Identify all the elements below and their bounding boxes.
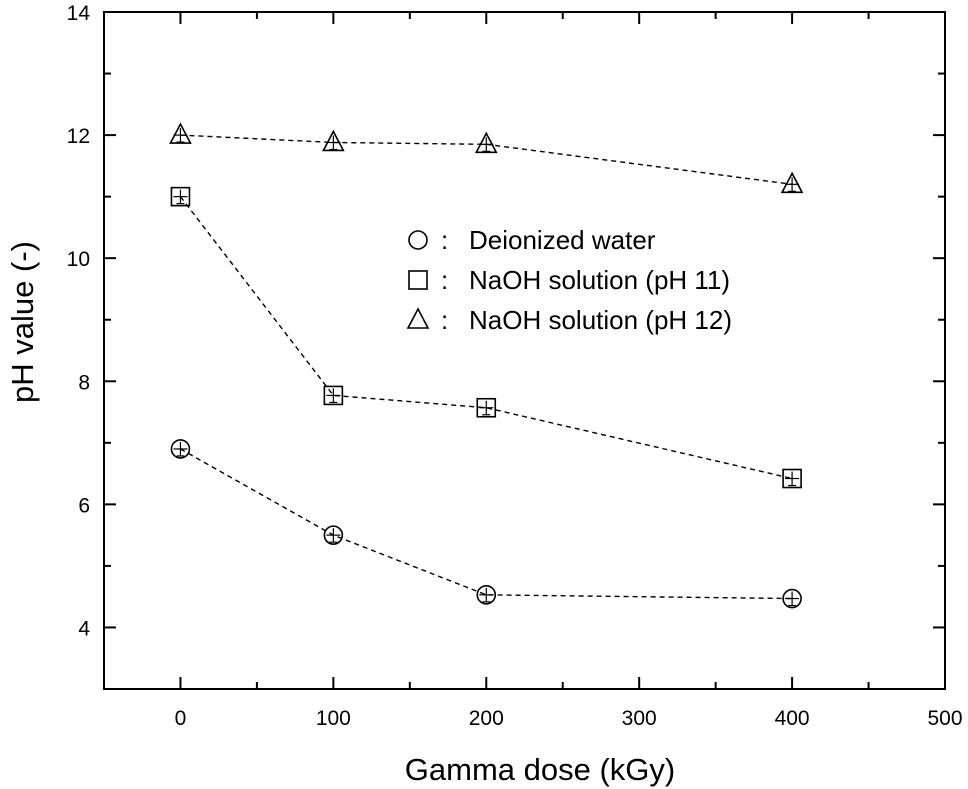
legend-colon: : [441,305,448,335]
y-tick-label: 12 [67,125,90,148]
axis-tick-labels: 0 100 200 300 400 500 4 6 8 10 12 14 [67,2,963,730]
x-tick-label: 100 [316,707,351,730]
series-lines [179,134,793,600]
x-tick-label: 0 [175,707,187,730]
legend-marker-triangle [406,307,430,329]
y-tick-label: 8 [78,371,90,394]
y-tick-label: 14 [67,2,91,25]
data-point-circle [782,588,802,609]
axis-ticks [103,11,946,690]
y-tick-label: 10 [67,248,90,271]
legend-colon: : [441,265,448,295]
data-point-circle [476,585,497,605]
series-line-triangle [180,134,793,186]
data-point-square [170,186,191,207]
x-tick-label: 200 [469,707,504,730]
data-point-square [782,468,802,489]
data-point-triangle [169,122,192,144]
data-point-triangle [780,171,804,194]
x-tick-label: 500 [927,707,962,730]
legend-label: NaOH solution (pH 11) [469,265,730,295]
series-line-circle [180,448,793,600]
data-point-triangle [322,129,345,152]
data-point-square [323,385,344,406]
x-axis-title: Gamma dose (kGy) [405,752,675,787]
y-tick-label: 6 [78,494,90,517]
plot-frame [103,11,946,690]
legend-marker-square [408,270,428,290]
legend-colon: : [441,225,448,255]
legend-label: Deionized water [469,225,656,255]
legend: : Deionized water: NaOH solution (pH 11): N… [406,225,732,335]
data-point-circle [323,525,344,545]
x-tick-label: 300 [622,707,657,730]
data-point-circle [170,439,191,459]
legend-label: NaOH solution (pH 12) [469,305,732,335]
data-point-square [476,397,497,418]
legend-marker-circle [408,230,428,250]
series-line-square [179,196,793,480]
series-markers [169,122,804,609]
y-axis-title: pH value (-) [5,241,40,403]
x-tick-label: 400 [775,707,810,730]
y-tick-label: 4 [78,617,90,640]
data-point-triangle [474,131,498,154]
